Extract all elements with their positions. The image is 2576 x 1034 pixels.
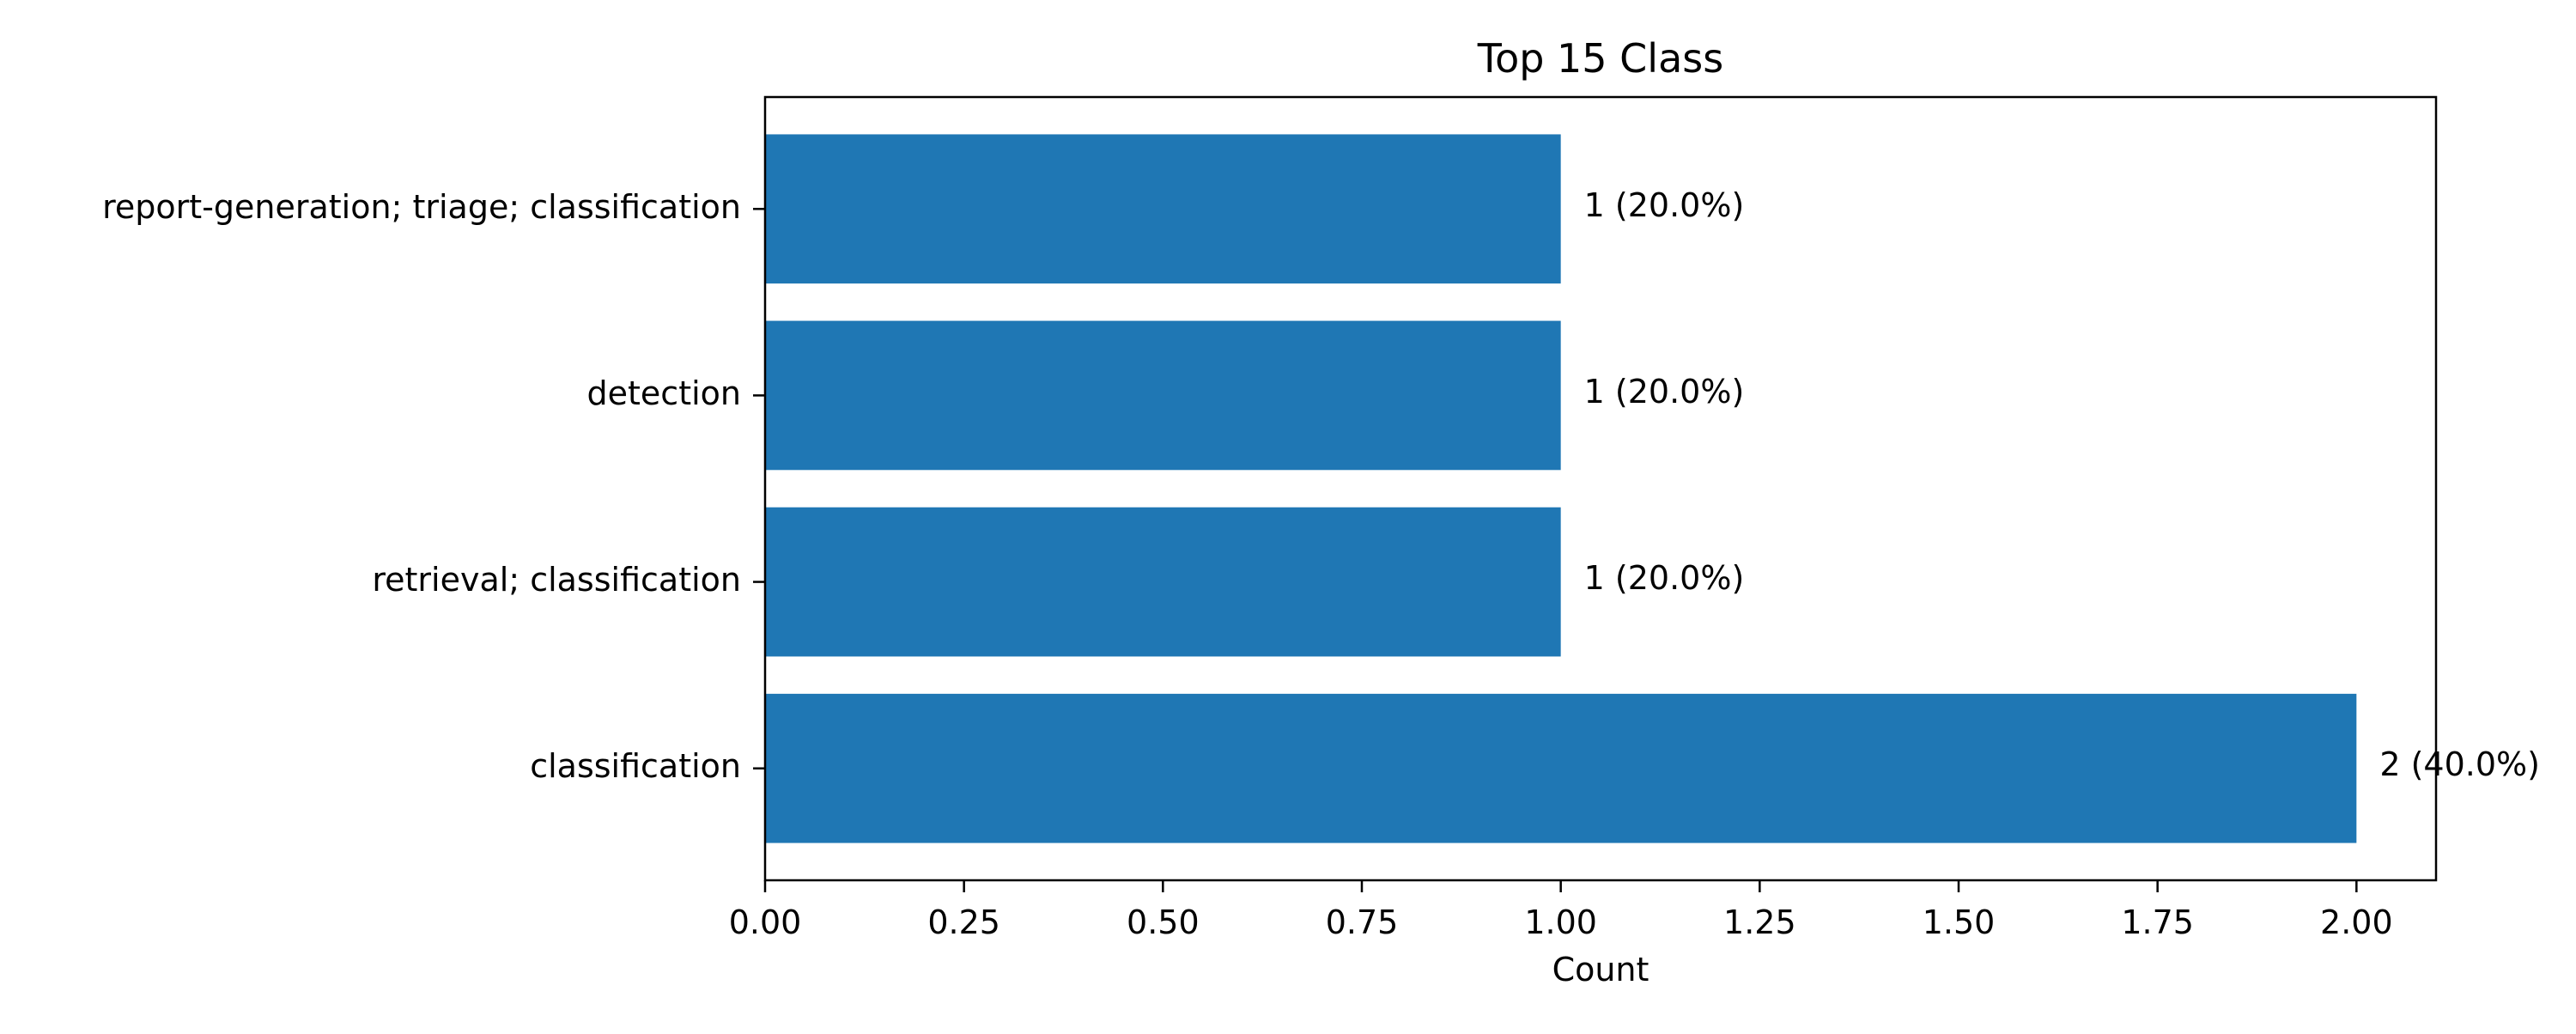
x-tick-label-0: 0.00 — [729, 903, 802, 941]
bar-3 — [765, 693, 2357, 843]
y-tick-label-2: retrieval; classification — [372, 561, 741, 599]
data-label-0: 1 (20.0%) — [1584, 186, 1745, 224]
data-label-1: 1 (20.0%) — [1584, 373, 1745, 411]
x-tick-label-6: 1.50 — [1923, 903, 1996, 941]
data-labels-layer: 1 (20.0%) 1 (20.0%) 1 (20.0%) 2 (40.0%) — [1584, 186, 2540, 783]
bar-1 — [765, 320, 1561, 471]
bars-layer — [765, 134, 2357, 843]
y-tick-label-0: report-generation; triage; classificatio… — [102, 188, 741, 226]
x-axis: 0.00 0.25 0.50 0.75 1.00 1.25 1.50 1.75 2.00 — [729, 880, 2393, 941]
x-tick-label-2: 0.50 — [1127, 903, 1200, 941]
x-tick-label-4: 1.00 — [1524, 903, 1597, 941]
y-tick-label-1: detection — [587, 374, 741, 412]
data-label-2: 1 (20.0%) — [1584, 559, 1745, 597]
bar-0 — [765, 134, 1561, 284]
x-tick-label-1: 0.25 — [927, 903, 1000, 941]
x-tick-label-5: 1.25 — [1723, 903, 1796, 941]
y-axis: report-generation; triage; classificatio… — [102, 188, 765, 785]
plot-frame — [763, 95, 2438, 882]
chart-title: Top 15 Class — [1477, 35, 1723, 82]
bar-2 — [765, 507, 1561, 657]
x-tick-label-3: 0.75 — [1326, 903, 1399, 941]
x-axis-label: Count — [1552, 951, 1649, 988]
x-tick-label-7: 1.75 — [2121, 903, 2194, 941]
x-tick-label-8: 2.00 — [2320, 903, 2393, 941]
data-label-3: 2 (40.0%) — [2379, 745, 2540, 783]
y-tick-label-3: classification — [530, 747, 741, 785]
